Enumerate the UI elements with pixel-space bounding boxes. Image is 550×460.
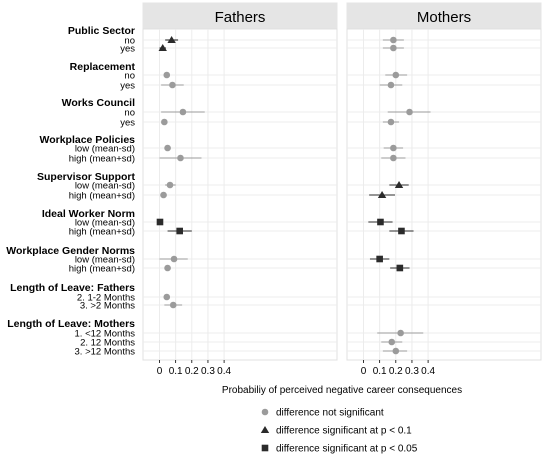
row-label: 2. 12 Months — [80, 338, 135, 349]
group-title: Length of Leave: Mothers — [7, 318, 135, 330]
legend-label: difference not significant — [276, 408, 384, 419]
point-marker — [160, 191, 167, 199]
x-tick-label: 0.4 — [421, 366, 435, 377]
x-tick-label: 0.1 — [373, 366, 387, 377]
row-label: no — [124, 71, 135, 82]
x-tick-label: 0.2 — [389, 366, 403, 377]
group-title: Works Council — [62, 97, 135, 109]
point-marker — [406, 108, 413, 116]
row-label: high (mean+sd) — [69, 227, 135, 238]
point-marker — [169, 81, 176, 89]
strip-label-mothers: Mothers — [417, 9, 471, 26]
row-label: yes — [120, 44, 135, 55]
point-marker — [396, 264, 404, 272]
row-label: yes — [120, 118, 135, 129]
legend-label: difference significant at p < 0.1 — [276, 426, 412, 437]
point-marker — [377, 191, 387, 198]
point-marker — [387, 81, 395, 89]
x-tick-label: 0 — [157, 366, 163, 377]
point-marker — [390, 144, 397, 152]
point-marker — [261, 408, 269, 416]
point-marker — [177, 154, 184, 162]
x-tick-label: 0.3 — [405, 366, 419, 377]
row-label: low (mean-sd) — [75, 144, 135, 155]
row-label: high (mean+sd) — [69, 191, 135, 202]
point-marker — [176, 227, 183, 235]
group-title: Ideal Worker Norm — [42, 208, 135, 220]
point-marker — [392, 71, 400, 79]
group-title: Public Sector — [68, 25, 135, 37]
row-label: 3. >12 Months — [75, 347, 136, 358]
point-marker — [164, 264, 171, 272]
point-marker — [261, 444, 269, 452]
point-marker — [390, 36, 397, 44]
point-marker — [158, 44, 167, 51]
row-label: low (mean-sd) — [75, 181, 135, 192]
point-marker — [167, 36, 176, 43]
x-tick-label: 0.2 — [185, 366, 199, 377]
point-marker — [376, 255, 383, 263]
group-title: Supervisor Support — [37, 171, 136, 183]
point-marker — [398, 227, 405, 235]
point-marker — [392, 347, 400, 355]
group-title: Replacement — [70, 61, 136, 73]
group-title: Workplace Gender Norms — [6, 245, 135, 257]
point-marker — [161, 118, 168, 126]
point-marker — [397, 329, 404, 337]
point-marker — [163, 71, 171, 79]
row-label: 1. <12 Months — [75, 329, 136, 340]
row-label: high (mean+sd) — [69, 264, 135, 275]
x-axis-label: Probabiliy of perceived negative career … — [222, 385, 462, 396]
row-label: low (mean-sd) — [75, 218, 135, 229]
row-label: high (mean+sd) — [69, 154, 135, 165]
row-label: yes — [120, 81, 135, 92]
point-marker — [260, 426, 270, 433]
x-tick-label: 0.4 — [217, 366, 231, 377]
point-marker — [170, 255, 178, 263]
row-label: no — [124, 36, 135, 47]
point-marker — [179, 108, 187, 116]
x-tick-label: 0 — [361, 366, 367, 377]
point-marker — [169, 301, 177, 309]
point-marker — [388, 338, 396, 346]
point-marker — [163, 293, 171, 301]
row-label: low (mean-sd) — [75, 255, 135, 266]
group-title: Workplace Policies — [39, 134, 135, 146]
x-tick-label: 0.3 — [201, 366, 215, 377]
point-marker — [166, 181, 174, 189]
strip-label-fathers: Fathers — [215, 9, 266, 26]
point-marker — [394, 181, 404, 188]
point-marker — [164, 144, 171, 152]
point-marker — [377, 218, 384, 226]
legend-label: difference significant at p < 0.05 — [276, 444, 418, 455]
x-tick-label: 0.1 — [169, 366, 183, 377]
row-labels: Public SectornoyesReplacementnoyesWorks … — [6, 25, 462, 396]
row-label: 3. >2 Months — [80, 301, 135, 312]
point-marker — [156, 218, 164, 226]
row-label: no — [124, 108, 135, 119]
legend: difference not significant difference sig… — [260, 408, 418, 455]
group-title: Length of Leave: Fathers — [10, 282, 135, 294]
strip-fathers — [142, 2, 338, 30]
point-marker — [390, 154, 397, 162]
point-marker — [390, 44, 397, 52]
point-marker — [387, 118, 395, 126]
row-label: 2. 1-2 Months — [77, 293, 135, 304]
